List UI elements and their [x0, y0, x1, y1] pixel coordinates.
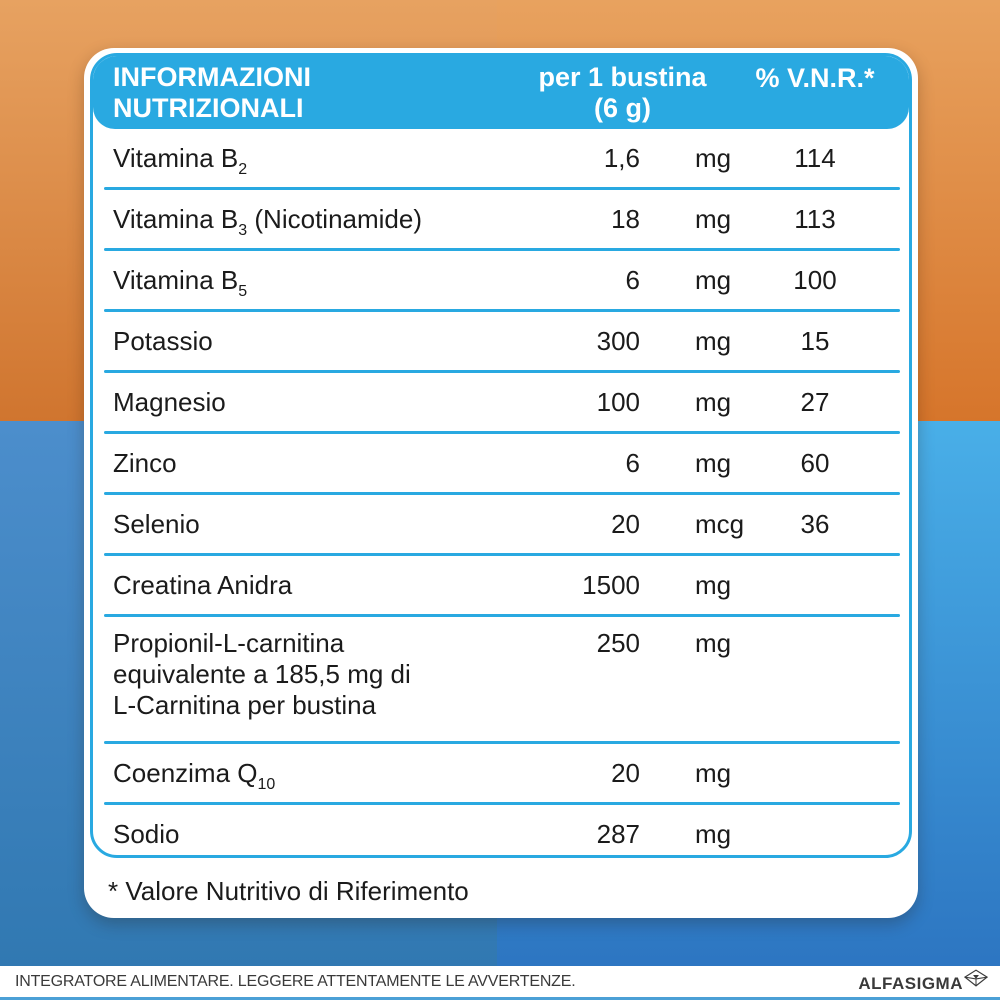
row-divider: [104, 802, 900, 805]
row-divider: [104, 187, 900, 190]
alfasigma-logo-icon: [963, 968, 989, 993]
row-divider: [104, 370, 900, 373]
table-frame: INFORMAZIONI NUTRIZIONALI per 1 bustina …: [90, 53, 912, 858]
nutrient-value: 250: [596, 628, 640, 658]
nutrient-value: 287: [596, 818, 640, 849]
nutrient-name: Vitamina B3 (Nicotinamide): [113, 203, 422, 239]
nutrient-unit: mg: [695, 628, 732, 658]
nutrient-name: Sodio: [113, 818, 180, 849]
nutrient-name: Selenio: [113, 508, 200, 539]
nutrient-name: Creatina Anidra: [113, 569, 293, 600]
table-header: INFORMAZIONI NUTRIZIONALI per 1 bustina …: [93, 56, 909, 129]
row-divider: [104, 553, 900, 556]
nutrient-name: Vitamina B2: [113, 142, 248, 178]
subscript: 2: [238, 160, 248, 178]
nutrient-name-extra-line: L-Carnitina per bustina: [113, 690, 377, 720]
subscript: 10: [257, 775, 276, 793]
nutrient-value: 100: [596, 386, 640, 417]
nutrient-vnr: 100: [793, 264, 837, 295]
subscript: 5: [238, 282, 248, 300]
nutrient-vnr: 27: [800, 386, 830, 417]
nutrient-unit: mg: [695, 325, 732, 356]
row-divider: [104, 741, 900, 744]
serving-size-line1: per 1 bustina: [538, 61, 707, 92]
table-row: Selenio 20 mcg 36: [93, 495, 909, 553]
nutrient-vnr: 60: [800, 447, 830, 478]
row-divider: [104, 431, 900, 434]
brand-lockup: ALFASIGMA: [858, 968, 989, 994]
nutrient-unit: mg: [695, 757, 732, 788]
nutrient-name: Vitamina B5: [113, 264, 248, 300]
table-row: Magnesio 100 mg 27: [93, 373, 909, 431]
subscript: 3: [238, 221, 248, 239]
brand-name: ALFASIGMA: [858, 973, 963, 993]
nutrient-value: 1,6: [603, 142, 640, 173]
bottom-strip: [0, 997, 1000, 1000]
nutrient-name: Potassio: [113, 325, 213, 356]
header-title-line2: NUTRIZIONALI: [113, 92, 304, 123]
nutrient-name-extra-line: equivalente a 185,5 mg di: [113, 659, 411, 689]
nutrient-unit: mg: [695, 569, 732, 600]
nutrient-unit: mg: [695, 142, 732, 173]
table-row: Vitamina B5 6 mg 100: [93, 251, 909, 309]
nutrient-unit: mg: [695, 203, 732, 234]
nutrient-name: Zinco: [113, 447, 177, 478]
serving-size-line2: (6 g): [594, 92, 651, 123]
nutrient-value: 20: [611, 508, 640, 539]
nutrition-card: INFORMAZIONI NUTRIZIONALI per 1 bustina …: [84, 48, 918, 918]
table-row: Creatina Anidra 1500 mg: [93, 556, 909, 614]
table-row: Coenzima Q10 20 mg: [93, 744, 909, 802]
nutrient-name: Magnesio: [113, 386, 226, 417]
nutrient-name: Propionil-L-carnitina equivalente a 185,…: [113, 628, 490, 721]
row-divider: [104, 492, 900, 495]
nutrient-value: 1500: [582, 569, 640, 600]
nutrient-value: 18: [611, 203, 640, 234]
serving-size-label: per 1 bustina (6 g): [490, 62, 755, 124]
nutrient-vnr: 36: [800, 508, 830, 539]
nutrient-unit: mg: [695, 447, 732, 478]
nutrient-name: Coenzima Q10: [113, 757, 276, 793]
header-title-line1: INFORMAZIONI: [113, 61, 311, 92]
table-row: Vitamina B2 1,6 mg 114: [93, 129, 909, 187]
nutrient-value: 6: [625, 447, 640, 478]
nutrient-value: 20: [611, 757, 640, 788]
header-title: INFORMAZIONI NUTRIZIONALI: [113, 62, 490, 124]
row-divider: [104, 248, 900, 251]
footnote: * Valore Nutritivo di Riferimento: [108, 876, 469, 906]
vnr-column-label: % V.N.R.*: [755, 63, 875, 93]
nutrient-unit: mg: [695, 264, 732, 295]
row-divider: [104, 614, 900, 617]
nutrient-value: 300: [596, 325, 640, 356]
disclaimer-text: INTEGRATORE ALIMENTARE. LEGGERE ATTENTAM…: [15, 972, 576, 990]
nutrient-vnr: 113: [794, 203, 836, 234]
table-row: Vitamina B3 (Nicotinamide) 18 mg 113: [93, 190, 909, 248]
table-row: Potassio 300 mg 15: [93, 312, 909, 370]
table-row: Propionil-L-carnitina equivalente a 185,…: [93, 617, 909, 741]
nutrient-unit: mg: [695, 386, 732, 417]
bottom-bar: INTEGRATORE ALIMENTARE. LEGGERE ATTENTAM…: [0, 966, 1000, 997]
nutrition-table-body: Vitamina B2 1,6 mg 114 Vitamina B3 (Nico…: [93, 129, 909, 855]
nutrient-value: 6: [625, 264, 640, 295]
nutrient-unit: mg: [695, 818, 732, 849]
nutrient-vnr: 114: [794, 142, 836, 173]
table-row: Zinco 6 mg 60: [93, 434, 909, 492]
nutrient-unit: mcg: [695, 508, 745, 539]
row-divider: [104, 309, 900, 312]
nutrient-vnr: 15: [800, 325, 830, 356]
table-row: Sodio 287 mg: [93, 805, 909, 855]
